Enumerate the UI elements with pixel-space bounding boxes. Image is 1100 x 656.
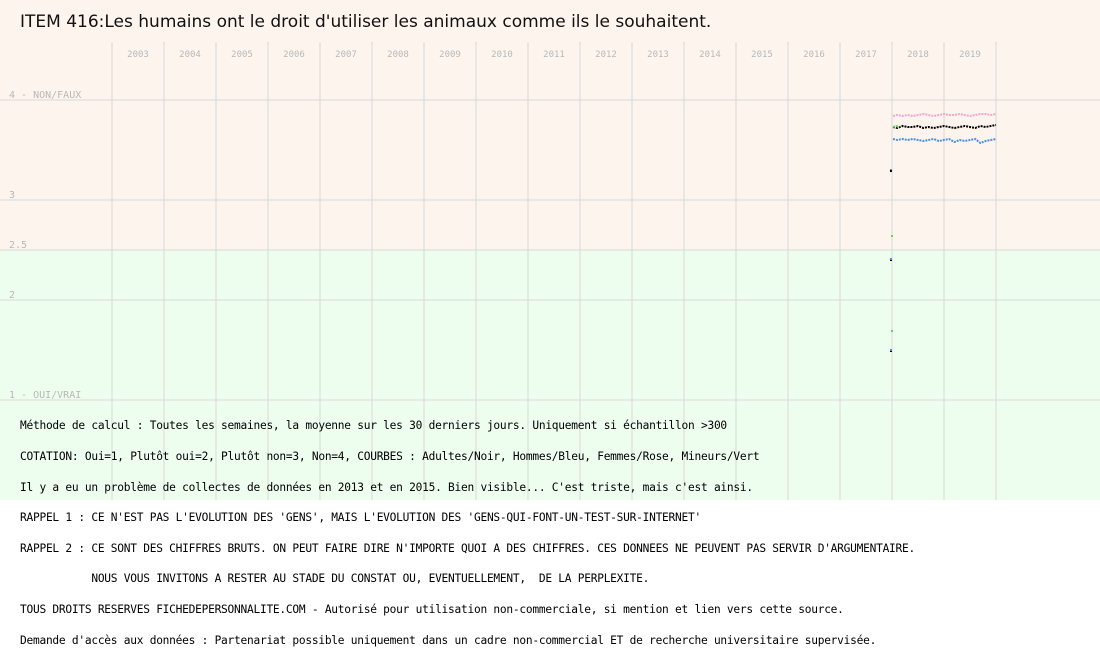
series-line-mineurs (892, 124, 900, 128)
x-tick-label: 2010 (491, 50, 513, 60)
x-tick-label: 2008 (387, 50, 409, 60)
y-tick-label: 2.5 (9, 240, 27, 251)
y-tick-label: 3 (9, 190, 15, 201)
chart-title: ITEM 416:Les humains ont le droit d'util… (20, 12, 712, 32)
x-tick-label: 2011 (543, 50, 565, 60)
zone-oui-background (0, 250, 1100, 500)
series-line-femmes (892, 112, 997, 118)
note-line-6: NOUS VOUS INVITONS A RESTER AU STADE DU … (20, 572, 650, 586)
data-point (889, 258, 892, 260)
x-tick-label: 2006 (283, 50, 305, 60)
data-point (891, 235, 893, 237)
y-tick-label: 2 (9, 290, 15, 301)
x-tick-label: 2018 (907, 50, 929, 60)
x-tick-label: 2014 (699, 50, 721, 60)
note-line-2: COTATION: Oui=1, Plutôt oui=2, Plutôt no… (20, 450, 760, 463)
x-tick-label: 2004 (179, 50, 201, 60)
x-tick-label: 2017 (855, 50, 877, 60)
data-point (889, 349, 892, 351)
x-tick-label: 2012 (595, 50, 617, 60)
note-line-8: Demande d'accès aux données : Partenaria… (20, 633, 877, 647)
zone-non-background (0, 0, 1100, 250)
note-line-3: Il y a eu un problème de collectes de do… (20, 480, 753, 494)
notes-block: Méthode de calcul : Toutes les semaines,… (20, 401, 915, 656)
chart-area: 2003 2004 2005 2006 2007 2008 2009 2010 2011 2012… (0, 0, 1100, 500)
y-tick-label: 1 - OUI/VRAI (9, 390, 81, 401)
x-tick-label: 2019 (959, 50, 981, 60)
note-line-7: TOUS DROITS RESERVES FICHEDEPERSONNALITE… (20, 602, 844, 616)
note-line-5: RAPPEL 2 : CE SONT DES CHIFFRES BRUTS. O… (20, 541, 915, 555)
data-point (891, 330, 893, 332)
x-tick-label: 2003 (127, 50, 149, 60)
series-line-adultes (892, 124, 997, 130)
x-tick-label: 2009 (439, 50, 461, 60)
x-tick-label: 2016 (803, 50, 825, 60)
x-tick-label: 2005 (231, 50, 253, 60)
series-line-hommes (892, 137, 997, 145)
note-line-4: RAPPEL 1 : CE N'EST PAS L'EVOLUTION DES … (20, 511, 701, 525)
x-tick-label: 2007 (335, 50, 357, 60)
note-line-1: Méthode de calcul : Toutes les semaines,… (20, 419, 727, 433)
y-tick-label: 4 - NON/FAUX (9, 90, 81, 101)
x-tick-label: 2013 (647, 50, 669, 60)
data-point (889, 170, 892, 172)
x-tick-label: 2015 (751, 50, 773, 60)
